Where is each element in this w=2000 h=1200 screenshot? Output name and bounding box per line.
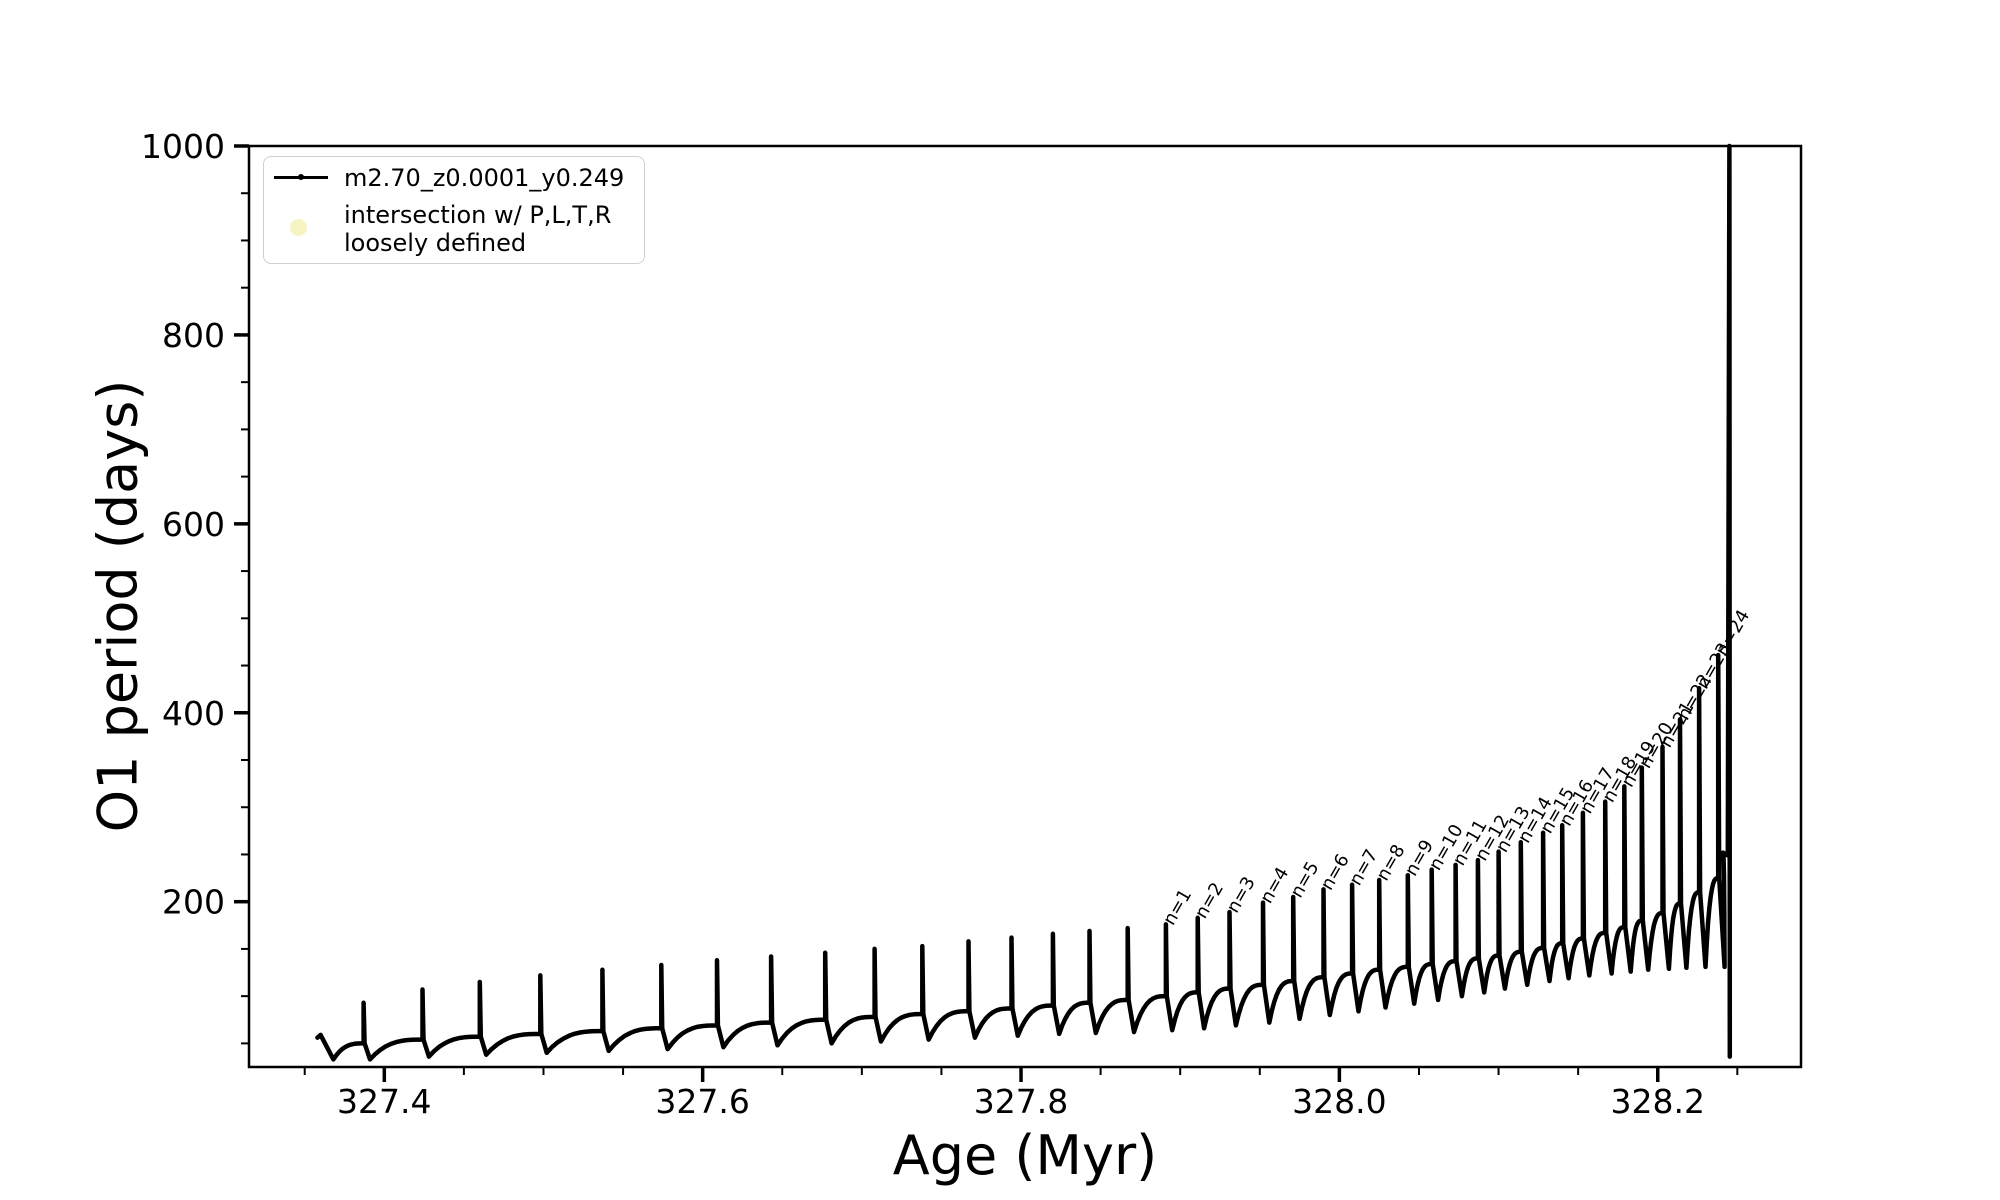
legend-entry-intersection-line1: intersection w/ P,L,T,R: [344, 201, 612, 229]
y-tick-label: 400: [162, 694, 225, 733]
x-tick-label: 328.0: [1292, 1082, 1386, 1121]
y-tick-label: 1000: [141, 127, 225, 166]
x-tick-label: 327.4: [337, 1082, 431, 1121]
y-tick-label: 600: [162, 505, 225, 544]
x-tick-label: 327.8: [974, 1082, 1068, 1121]
legend-line-sample: [274, 174, 328, 180]
legend-entry-intersection-line2: loosely defined: [344, 229, 527, 257]
x-tick-label: 328.2: [1610, 1082, 1704, 1121]
legend-entry-intersection-label: intersection w/ P,L,T,R loosely defined: [344, 201, 611, 257]
legend-entry-series-label: m2.70_z0.0001_y0.249: [344, 164, 625, 192]
y-axis-label: O1 period (days): [86, 379, 150, 833]
plot-border: [247, 144, 1803, 1069]
y-tick-label: 800: [162, 316, 225, 355]
x-axis-label: Age (Myr): [892, 1124, 1158, 1187]
legend-circle-marker: [290, 219, 307, 236]
legend-line-marker-dot: [298, 174, 304, 180]
data-series-path: [315, 143, 1733, 1062]
x-tick-label: 327.6: [655, 1082, 749, 1121]
legend: m2.70_z0.0001_y0.249 intersection w/ P,L…: [263, 156, 645, 264]
y-tick-label: 200: [162, 883, 225, 922]
